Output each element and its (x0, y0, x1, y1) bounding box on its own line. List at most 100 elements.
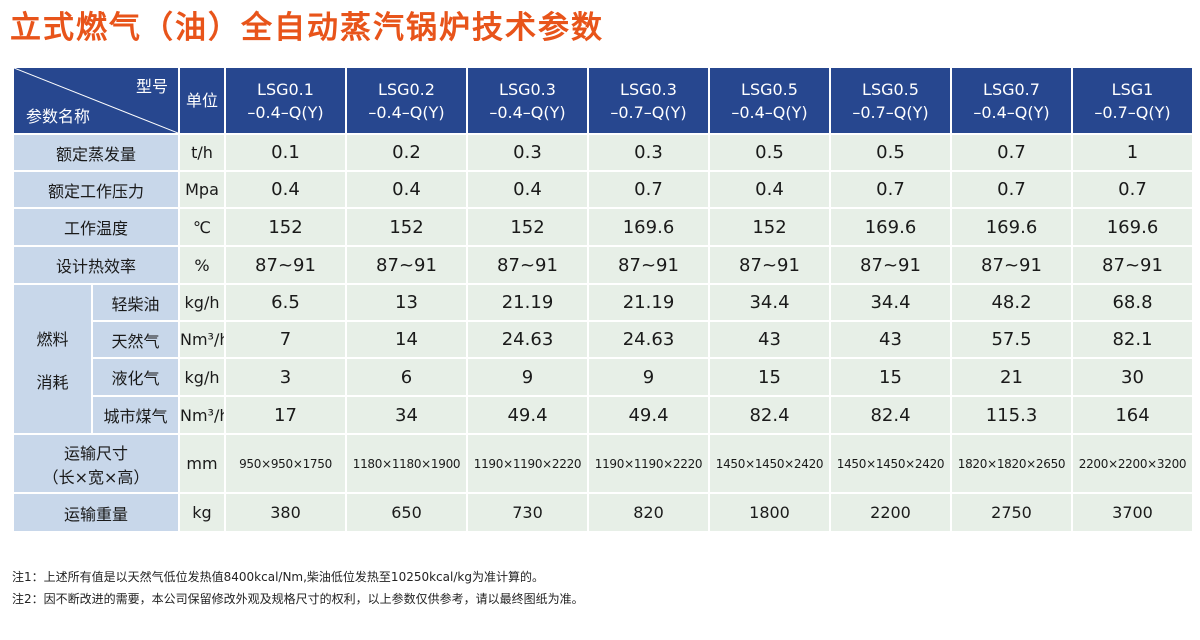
value-cell: 152 (468, 209, 587, 245)
value-cell: 115.3 (952, 397, 1071, 433)
corner-cell: 型号 参数名称 (14, 68, 178, 133)
unit-cell: kg/h (180, 285, 224, 320)
value-cell: 380 (226, 494, 345, 531)
value-cell: 2750 (952, 494, 1071, 531)
value-cell: 87~91 (226, 247, 345, 283)
unit-cell: kg/h (180, 359, 224, 395)
value-cell: 30 (1073, 359, 1192, 395)
row-label: 工作温度 (14, 209, 178, 245)
value-cell: 6 (347, 359, 466, 395)
table-row: 液化气 kg/h 3 6 9 9 15 15 21 30 (14, 359, 1192, 395)
value-cell: 1 (1073, 135, 1192, 170)
value-cell: 650 (347, 494, 466, 531)
value-cell: 87~91 (710, 247, 829, 283)
row-label: 运输尺寸 （长×宽×高） (14, 435, 178, 492)
value-cell: 68.8 (1073, 285, 1192, 320)
value-cell: 1190×1190×2220 (589, 435, 708, 492)
fuel-group-label: 燃料 消耗 (14, 285, 91, 433)
value-cell: 1450×1450×2420 (831, 435, 950, 492)
value-cell: 57.5 (952, 322, 1071, 357)
value-cell: 0.2 (347, 135, 466, 170)
corner-param-label: 参数名称 (26, 107, 91, 126)
unit-cell: ℃ (180, 209, 224, 245)
value-cell: 82.1 (1073, 322, 1192, 357)
footnotes: 注1：上述所有值是以天然气低位发热值8400kcal/Nm,柴油低位发热至102… (12, 566, 584, 610)
value-cell: 48.2 (952, 285, 1071, 320)
value-cell: 17 (226, 397, 345, 433)
model-header: LSG0.5 –0.7–Q(Y) (831, 68, 950, 133)
value-cell: 87~91 (1073, 247, 1192, 283)
footnote: 注1：上述所有值是以天然气低位发热值8400kcal/Nm,柴油低位发热至102… (12, 570, 544, 584)
value-cell: 152 (226, 209, 345, 245)
row-label: 设计热效率 (14, 247, 178, 283)
value-cell: 87~91 (468, 247, 587, 283)
unit-cell: kg (180, 494, 224, 531)
row-label: 额定蒸发量 (14, 135, 178, 170)
value-cell: 34.4 (831, 285, 950, 320)
value-cell: 169.6 (952, 209, 1071, 245)
value-cell: 2200 (831, 494, 950, 531)
spec-table: 型号 参数名称 单位 LSG0.1 –0.4–Q(Y) LSG0.2 –0.4–Q(… (12, 66, 1194, 533)
value-cell: 3 (226, 359, 345, 395)
value-cell: 0.7 (1073, 172, 1192, 207)
model-header: LSG0.1 –0.4–Q(Y) (226, 68, 345, 133)
value-cell: 169.6 (589, 209, 708, 245)
value-cell: 21.19 (468, 285, 587, 320)
value-cell: 0.3 (468, 135, 587, 170)
value-cell: 7 (226, 322, 345, 357)
table-row: 运输重量 kg 380 650 730 820 1800 2200 2750 3… (14, 494, 1192, 531)
value-cell: 1450×1450×2420 (710, 435, 829, 492)
value-cell: 0.7 (952, 135, 1071, 170)
table-row: 工作温度 ℃ 152 152 152 169.6 152 169.6 169.6… (14, 209, 1192, 245)
value-cell: 169.6 (831, 209, 950, 245)
value-cell: 24.63 (589, 322, 708, 357)
value-cell: 9 (589, 359, 708, 395)
page-title: 立式燃气（油）全自动蒸汽锅炉技术参数 (10, 10, 604, 46)
table-row: 额定蒸发量 t/h 0.1 0.2 0.3 0.3 0.5 0.5 0.7 1 (14, 135, 1192, 170)
row-label: 额定工作压力 (14, 172, 178, 207)
unit-cell: Nm³/h (180, 397, 224, 433)
unit-cell: Mpa (180, 172, 224, 207)
row-label: 运输重量 (14, 494, 178, 531)
value-cell: 820 (589, 494, 708, 531)
value-cell: 0.4 (347, 172, 466, 207)
row-label: 液化气 (93, 359, 178, 395)
value-cell: 21.19 (589, 285, 708, 320)
value-cell: 49.4 (468, 397, 587, 433)
model-header: LSG0.7 –0.4–Q(Y) (952, 68, 1071, 133)
value-cell: 34.4 (710, 285, 829, 320)
value-cell: 1800 (710, 494, 829, 531)
value-cell: 169.6 (1073, 209, 1192, 245)
value-cell: 152 (347, 209, 466, 245)
value-cell: 0.5 (710, 135, 829, 170)
value-cell: 87~91 (952, 247, 1071, 283)
value-cell: 152 (710, 209, 829, 245)
value-cell: 82.4 (831, 397, 950, 433)
unit-cell: % (180, 247, 224, 283)
value-cell: 0.1 (226, 135, 345, 170)
table-row: 天然气 Nm³/h 7 14 24.63 24.63 43 43 57.5 82… (14, 322, 1192, 357)
table-row: 设计热效率 % 87~91 87~91 87~91 87~91 87~91 87… (14, 247, 1192, 283)
model-header: LSG0.2 –0.4–Q(Y) (347, 68, 466, 133)
value-cell: 730 (468, 494, 587, 531)
value-cell: 87~91 (347, 247, 466, 283)
model-header: LSG0.5 –0.4–Q(Y) (710, 68, 829, 133)
value-cell: 0.7 (952, 172, 1071, 207)
value-cell: 24.63 (468, 322, 587, 357)
value-cell: 950×950×1750 (226, 435, 345, 492)
value-cell: 49.4 (589, 397, 708, 433)
row-label: 天然气 (93, 322, 178, 357)
value-cell: 1180×1180×1900 (347, 435, 466, 492)
value-cell: 0.3 (589, 135, 708, 170)
value-cell: 43 (710, 322, 829, 357)
value-cell: 82.4 (710, 397, 829, 433)
model-header: LSG1 –0.7–Q(Y) (1073, 68, 1192, 133)
unit-cell: mm (180, 435, 224, 492)
row-label: 轻柴油 (93, 285, 178, 320)
value-cell: 34 (347, 397, 466, 433)
corner-model-label: 型号 (135, 77, 168, 96)
unit-cell: t/h (180, 135, 224, 170)
value-cell: 14 (347, 322, 466, 357)
value-cell: 2200×2200×3200 (1073, 435, 1192, 492)
value-cell: 15 (710, 359, 829, 395)
